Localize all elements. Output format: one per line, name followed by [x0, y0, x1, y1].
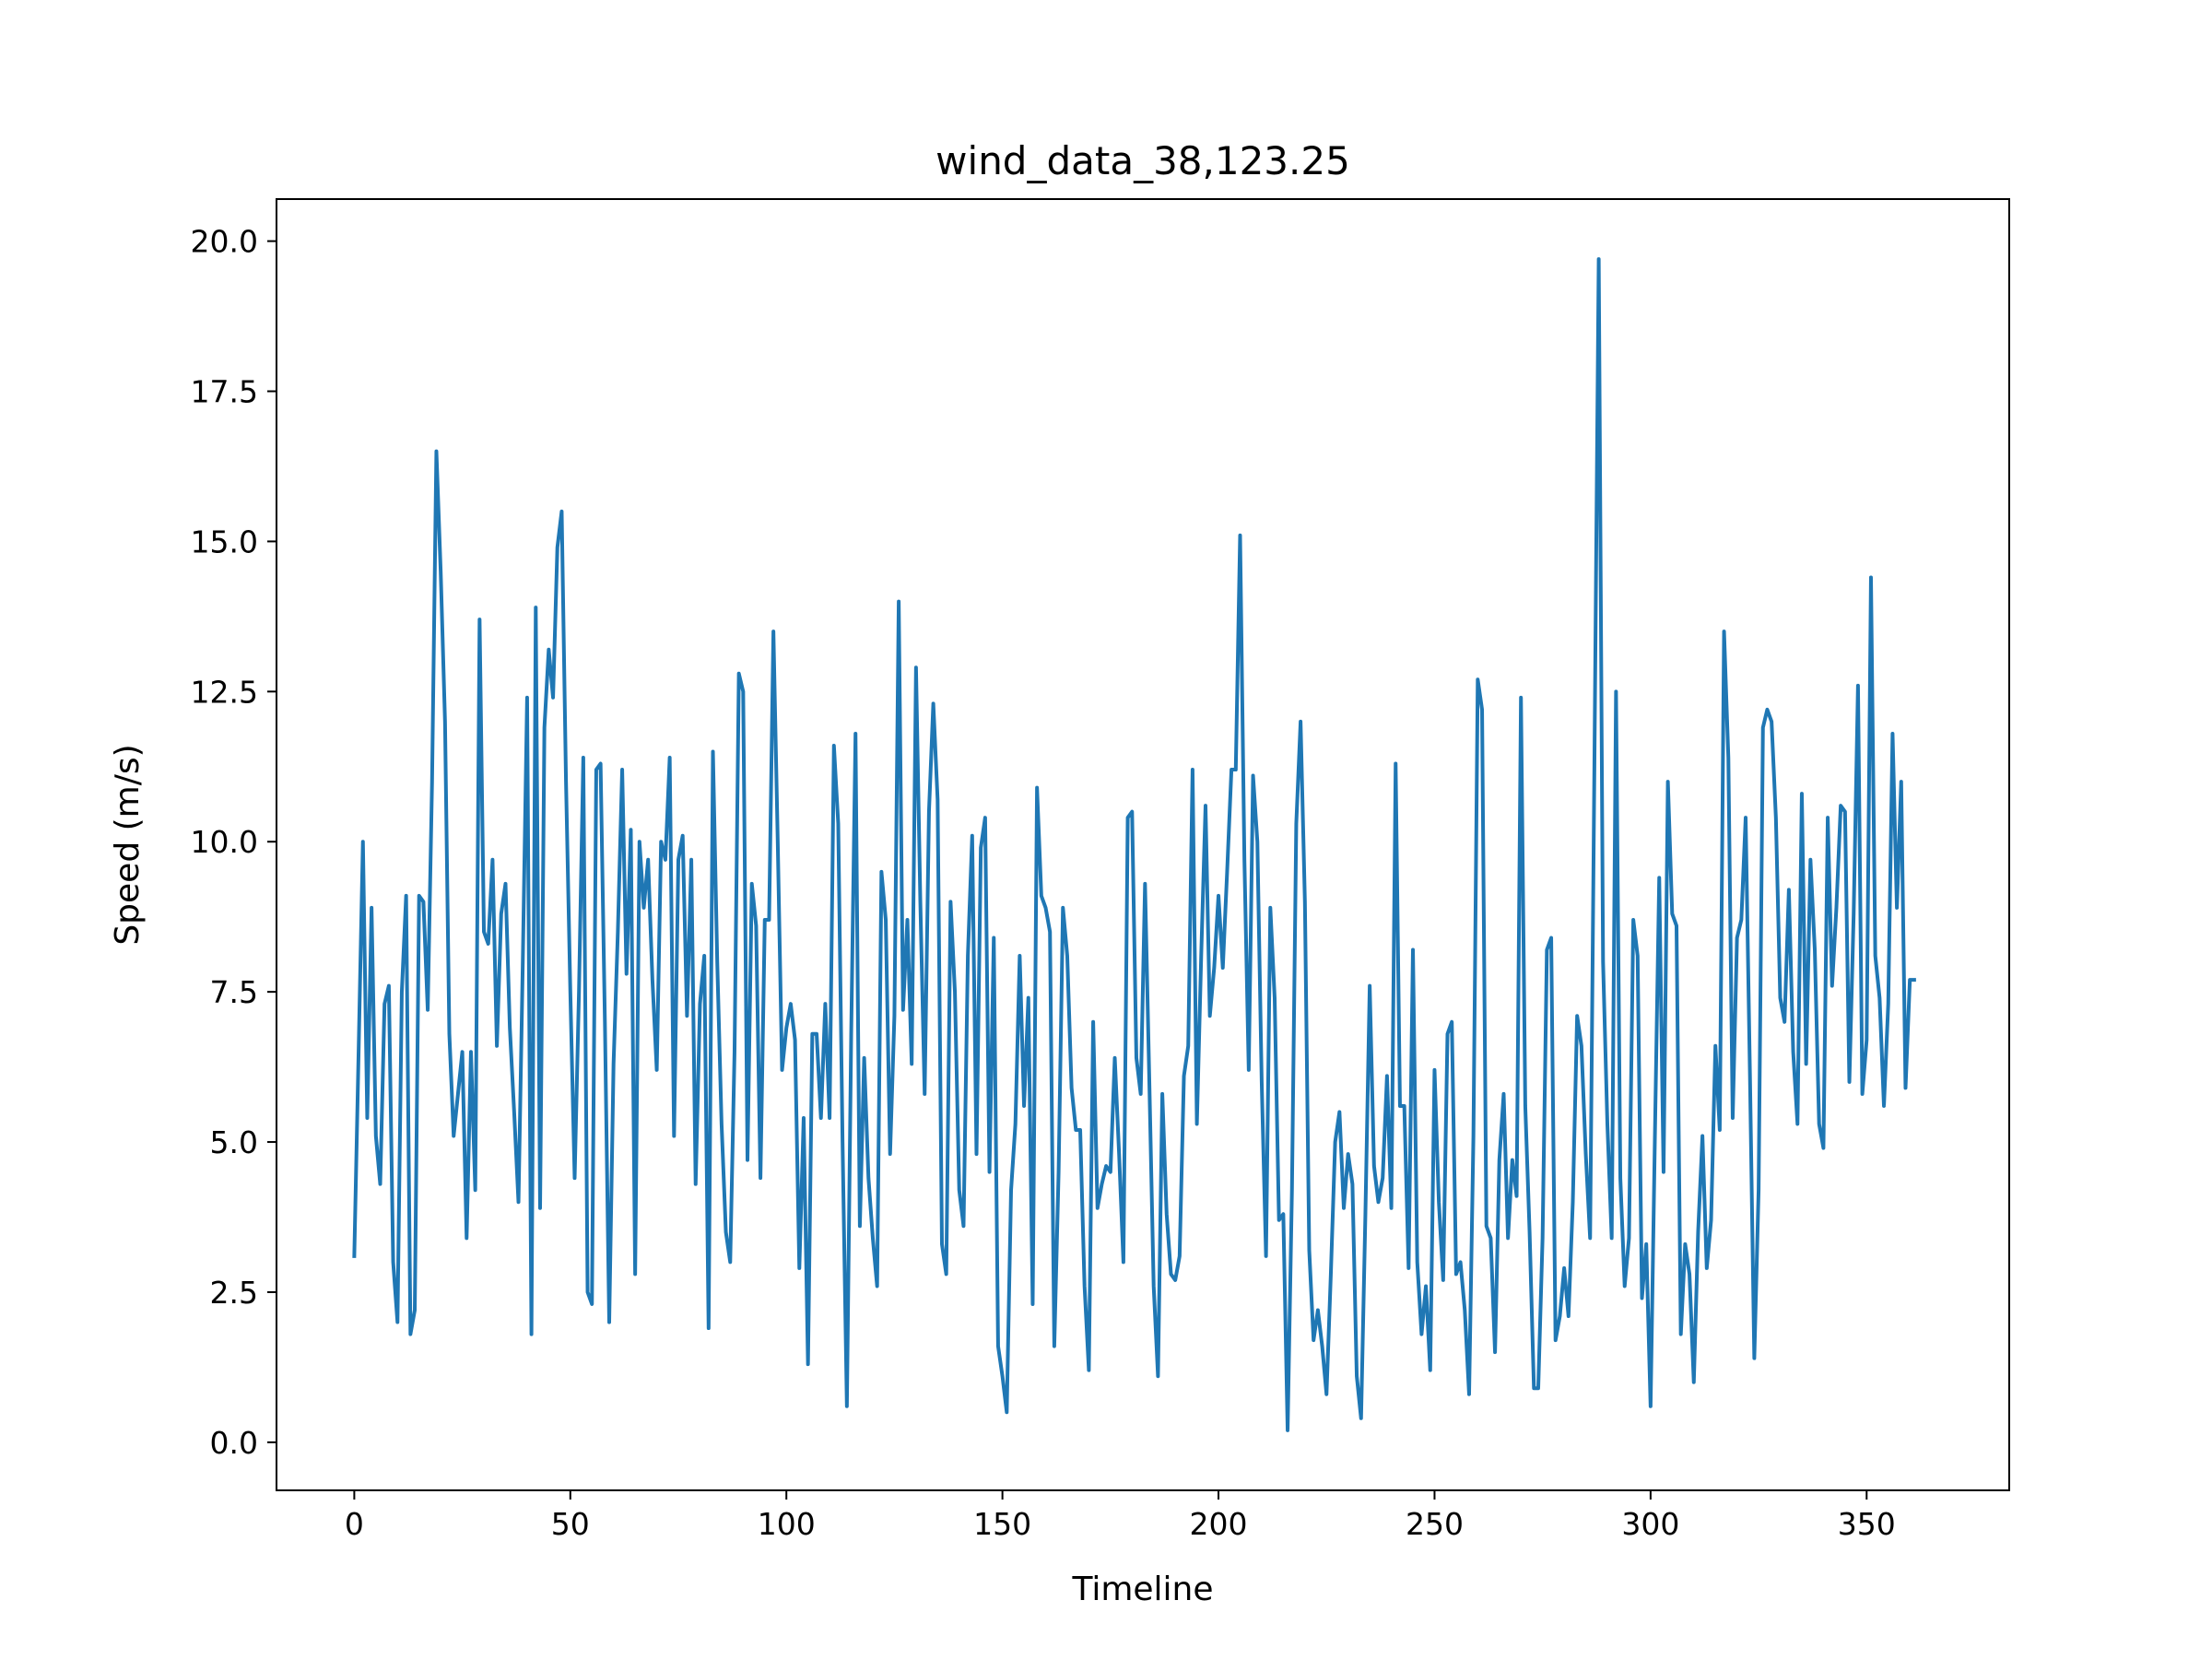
y-tick-label: 10.0: [191, 824, 258, 860]
x-tick-label: 150: [973, 1506, 1031, 1542]
x-tick-label: 350: [1838, 1506, 1896, 1542]
x-tick-label: 300: [1621, 1506, 1679, 1542]
y-tick-label: 20.0: [191, 224, 258, 260]
x-tick-label: 200: [1190, 1506, 1248, 1542]
y-tick-label: 17.5: [191, 374, 258, 410]
y-tick-label: 0.0: [210, 1425, 258, 1461]
x-tick-label: 0: [345, 1506, 364, 1542]
x-axis-label: Timeline: [1071, 1571, 1213, 1608]
x-tick-label: 100: [758, 1506, 816, 1542]
y-tick-label: 5.0: [210, 1124, 258, 1160]
y-axis-label: Speed (m/s): [109, 744, 147, 945]
y-tick-label: 7.5: [210, 974, 258, 1010]
y-tick-label: 2.5: [210, 1275, 258, 1311]
series-line: [352, 257, 1916, 1432]
plot-frame: [276, 198, 2010, 1491]
y-tick-label: 15.0: [191, 524, 258, 559]
x-tick-label: 50: [551, 1506, 590, 1542]
y-tick-label: 12.5: [191, 674, 258, 710]
x-tick-label: 250: [1406, 1506, 1464, 1542]
x-axis-ticks: 0 50 100 150 200 250 300 350: [345, 1490, 1896, 1542]
y-axis-ticks: 0.0 2.5 5.0 7.5 10.0 12.5 15.0 17.5 20.0: [191, 224, 276, 1461]
chart-title: wind_data_38,123.25: [935, 138, 1350, 183]
